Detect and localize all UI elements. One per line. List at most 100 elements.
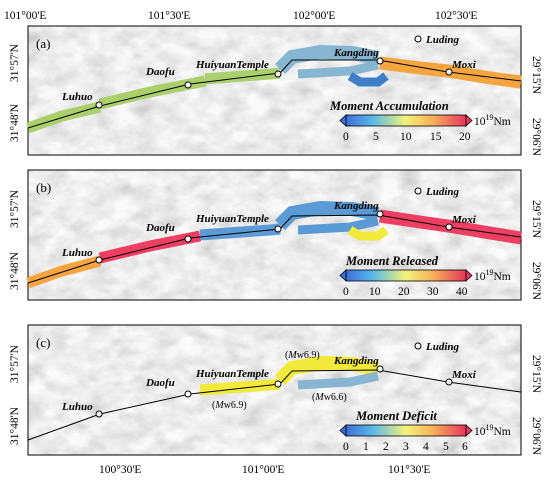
colorbar-unit: 1019Nm [474, 268, 511, 283]
colorbar-title: Moment Accumulation [329, 99, 449, 113]
town-marker [376, 57, 384, 65]
top-axis-label: 102°00'E [293, 10, 335, 22]
colorbar-accumulation: Moment Accumulation 0 5 10 15 20 1019Nm [329, 99, 511, 143]
fault-segment-kangding-north [275, 355, 380, 385]
fault-segment-daofu [98, 75, 207, 110]
town-label-moxi: Moxi [451, 369, 477, 381]
town-label-luding: Luding [425, 186, 460, 198]
town-marker [274, 70, 282, 78]
fault-segment-kangding-north [275, 200, 380, 230]
fault-trace [27, 214, 522, 284]
fault-segment-kangding-north [275, 44, 380, 74]
fault-segment-moxi-branch [347, 72, 389, 87]
colorbar-tick: 5 [373, 131, 379, 143]
left-axis-label: 31°48'N [9, 103, 21, 142]
right-axis-label: 29°06'N [530, 262, 542, 301]
left-axis-label: 31°57'N [9, 43, 21, 82]
town-marker [95, 410, 103, 418]
colorbar-released: Moment Released 0 10 20 30 40 1019Nm [339, 254, 511, 298]
bottom-axis-label: 101°30'E [388, 464, 430, 476]
colorbar-tick: 15 [430, 131, 442, 143]
colorbar-tick: 5 [443, 441, 449, 453]
colorbar-tick: 20 [459, 131, 471, 143]
right-axis-label: 29°06'N [530, 118, 542, 157]
map-frame [27, 324, 522, 456]
colorbar-tick: 0 [343, 131, 349, 143]
colorbar-tick: 40 [456, 286, 468, 298]
town-marker [274, 380, 282, 388]
bottom-axis-label: 100°30'E [99, 464, 141, 476]
left-axis-label: 31°57'N [9, 189, 21, 228]
town-label-kangding: Kangding [333, 47, 379, 59]
magnitude-annotation: (Mw6.9) [285, 350, 320, 361]
right-axis-label: 29°06'N [530, 417, 542, 456]
town-label-luhuo: Luhuo [61, 91, 93, 103]
panel-label: (b) [36, 180, 51, 195]
colorbar-tick: 10 [369, 286, 381, 298]
top-axis: 101°00'E 101°30'E 102°00'E 102°30'E [4, 10, 477, 22]
town-label-moxi: Moxi [451, 214, 477, 226]
fault-segment-moxi-branch [347, 226, 389, 241]
colorbar-deficit: Moment Deficit 0 1 2 3 4 5 6 1019Nm [339, 409, 511, 453]
hillshade-relief [28, 26, 521, 155]
town-marker [184, 390, 192, 398]
town-marker [414, 35, 422, 43]
colorbar-unit: 1019Nm [474, 423, 511, 438]
colorbar-tick: 2 [383, 441, 389, 453]
top-axis-label: 101°30'E [148, 10, 190, 22]
colorbar-title: Moment Deficit [355, 409, 437, 423]
top-axis-label: 102°30'E [435, 10, 477, 22]
bottom-axis: 100°30'E 101°00'E 101°30'E [99, 464, 430, 476]
colorbar-tick: 0 [343, 441, 349, 453]
magnitude-annotation: (Mw6.9) [212, 400, 247, 411]
town-label-huiyuan: HuiyuanTemple [195, 59, 269, 71]
fault-trace [27, 369, 522, 441]
town-marker [376, 365, 384, 373]
panel-a: (a) Luhuo Daofu HuiyuanTemple Kangding L… [9, 25, 542, 157]
town-marker [274, 225, 282, 233]
colorbar-tick: 3 [403, 441, 409, 453]
magnitude-annotation: (Mw6.6) [312, 392, 347, 403]
town-marker [184, 235, 192, 243]
fault-segment-kangding-south [297, 371, 379, 390]
town-label-huiyuan: HuiyuanTemple [195, 213, 269, 225]
right-axis-label: 29°15'N [530, 355, 542, 394]
town-marker [445, 223, 453, 231]
town-label-luhuo: Luhuo [61, 247, 93, 259]
town-marker [95, 256, 103, 264]
colorbar-tick: 20 [398, 286, 410, 298]
panel-c: (c) Luhuo Daofu HuiyuanTemple Kangding L… [9, 324, 542, 456]
panel-b: (b) Luhuo Daofu HuiyuanTemple Kangding L… [9, 169, 542, 301]
colorbar-tick: 6 [462, 441, 468, 453]
town-label-kangding: Kangding [333, 200, 379, 212]
panel-label: (c) [36, 335, 50, 350]
left-axis-label: 31°57'N [9, 344, 21, 383]
colorbar-title: Moment Released [345, 254, 439, 268]
bottom-axis-label: 101°00'E [242, 464, 284, 476]
right-axis-label: 29°15'N [530, 200, 542, 239]
fault-segment-kangding-south [297, 60, 379, 79]
colorbar-tick: 1 [363, 441, 369, 453]
right-axis-label: 29°15'N [530, 56, 542, 95]
town-label-luhuo: Luhuo [61, 401, 93, 413]
town-marker [445, 378, 453, 386]
top-axis-label: 101°00'E [4, 10, 46, 22]
town-label-moxi: Moxi [451, 59, 477, 71]
colorbar-tick: 0 [343, 286, 349, 298]
town-marker [184, 81, 192, 89]
colorbar-unit: 1019Nm [474, 113, 511, 128]
map-frame [27, 25, 522, 156]
town-marker [376, 210, 384, 218]
town-label-daofu: Daofu [145, 377, 175, 389]
left-axis-label: 31°48'N [9, 406, 21, 445]
panel-label: (a) [36, 36, 50, 51]
colorbar-tick: 30 [427, 286, 439, 298]
town-marker [414, 187, 422, 195]
town-label-kangding: Kangding [333, 355, 379, 367]
town-label-luding: Luding [425, 341, 460, 353]
town-label-daofu: Daofu [145, 66, 175, 78]
colorbar-tick: 10 [400, 131, 412, 143]
colorbar-tick: 4 [423, 441, 429, 453]
town-marker [414, 342, 422, 350]
